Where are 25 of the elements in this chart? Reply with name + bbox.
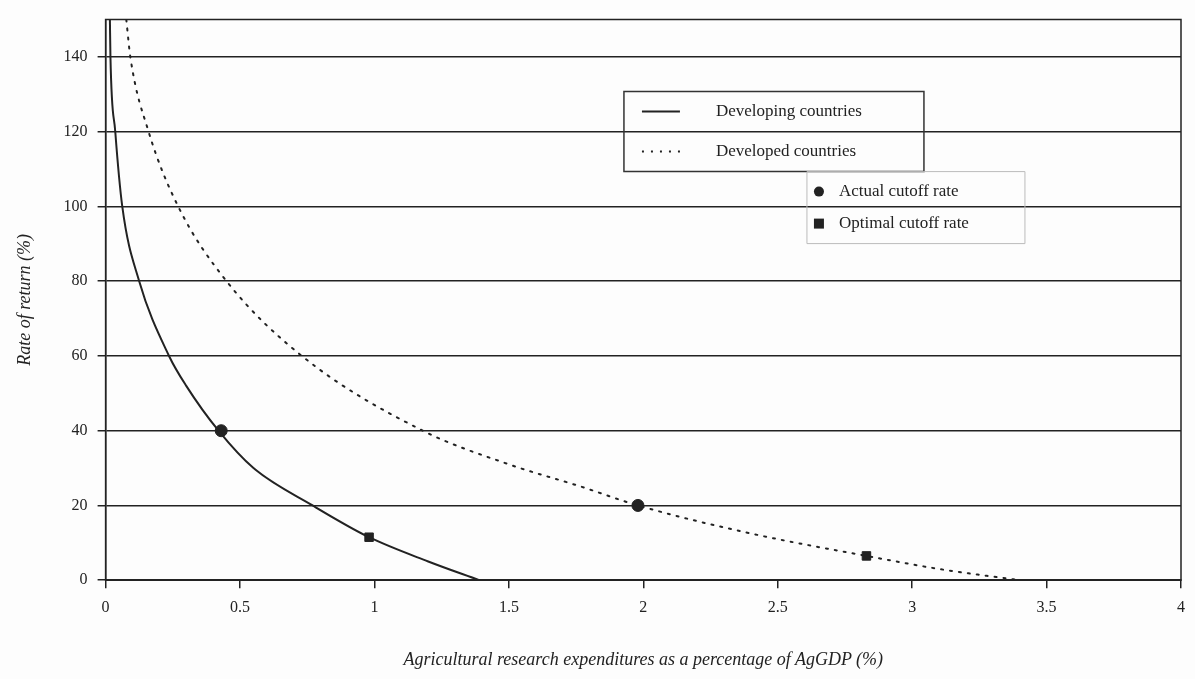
y-tick-label: 20 [71,495,88,513]
point [861,551,872,561]
x-axis-title: Agricultural research expenditures as a percentage of AgGDP (%) [402,648,884,670]
y-axis-title: Rate of return (%) [13,233,35,367]
x-tick-label: 1.5 [498,598,519,615]
point [631,498,645,512]
x-tick-label: 2.5 [767,598,788,615]
x-tick-label: 0.5 [230,598,251,615]
y-tick-label: 40 [71,420,88,438]
x-tick-label: 4 [1177,598,1185,615]
x-tick-label: 2 [639,598,648,615]
legend-label: Optimal cutoff rate [838,213,969,233]
legend-label: Developing countries [715,101,862,121]
legend-label: Developed countries [715,141,857,161]
y-tick-label: 120 [63,121,88,139]
y-tick-label: 140 [63,47,88,65]
y-tick-label: 60 [71,346,88,364]
x-tick-label: 3 [908,598,917,615]
x-tick-label: 0 [101,598,110,615]
legend-label: Actual cutoff rate [838,181,959,201]
y-tick-label: 100 [63,196,88,214]
y-tick-label: 0 [79,570,88,588]
x-tick-label: 1 [370,598,379,615]
x-tick-label: 3.5 [1036,598,1057,615]
y-tick-label: 80 [71,271,88,289]
